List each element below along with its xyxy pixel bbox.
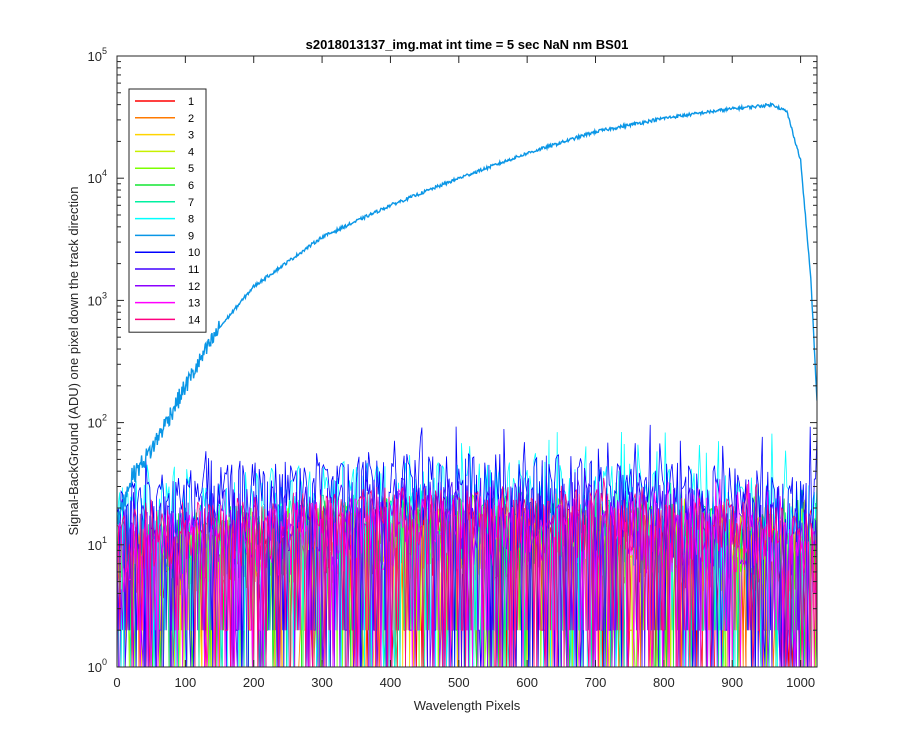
x-tick-label: 600	[516, 675, 538, 690]
legend-label-4: 4	[188, 146, 194, 158]
y-tick-exponent: 0	[102, 657, 107, 667]
series-line-9	[117, 101, 817, 525]
legend-label-7: 7	[188, 197, 194, 209]
y-tick-base: 10	[88, 49, 102, 64]
x-tick-label: 0	[113, 675, 120, 690]
legend-label-10: 10	[188, 247, 200, 259]
legend-label-13: 13	[188, 298, 200, 310]
y-tick-label: 103	[88, 290, 107, 308]
y-tick-base: 10	[88, 171, 102, 186]
series-line-13	[117, 479, 817, 667]
y-tick-base: 10	[88, 538, 102, 553]
legend-label-2: 2	[188, 113, 194, 125]
plot-area-frame	[116, 55, 818, 668]
y-tick-label: 100	[88, 657, 107, 675]
legend-label-3: 3	[188, 130, 194, 142]
x-tick-label: 300	[311, 675, 333, 690]
legend-label-11: 11	[188, 264, 199, 276]
y-tick-exponent: 4	[102, 168, 107, 178]
x-tick-label: 900	[721, 675, 743, 690]
legend-box	[128, 88, 207, 333]
x-tick-label: 200	[243, 675, 265, 690]
x-tick-label: 400	[380, 675, 402, 690]
y-axis-label: Signal-BackGround (ADU) one pixel down t…	[66, 186, 81, 535]
x-axis: 0 100 200 300 400 500 600 700 800 900 1000	[113, 56, 815, 690]
y-tick-exponent: 3	[102, 290, 107, 300]
y-tick-label: 102	[88, 413, 107, 431]
legend-label-12: 12	[188, 281, 200, 293]
chart-title: s2018013137_img.mat int time = 5 sec NaN…	[306, 37, 629, 52]
y-tick-label: 104	[88, 168, 107, 186]
series-line-14	[117, 477, 817, 667]
y-tick-base: 10	[88, 293, 102, 308]
legend-label-8: 8	[188, 214, 194, 226]
legend-label-1: 1	[188, 96, 194, 108]
x-axis-label: Wavelength Pixels	[414, 698, 521, 713]
series-layer	[117, 101, 817, 667]
y-tick-exponent: 2	[102, 413, 107, 423]
x-tick-label: 100	[175, 675, 197, 690]
x-tick-label: 500	[448, 675, 470, 690]
legend-label-5: 5	[188, 163, 194, 175]
y-tick-base: 10	[88, 660, 102, 675]
legend-label-6: 6	[188, 180, 194, 192]
y-tick-label: 101	[88, 535, 107, 553]
x-tick-label: 800	[653, 675, 675, 690]
legend-label-9: 9	[188, 230, 194, 242]
x-tick-label: 1000	[786, 675, 815, 690]
legend-label-14: 14	[188, 314, 200, 326]
y-tick-base: 10	[88, 416, 102, 431]
series-line-8	[117, 431, 817, 667]
y-tick-label: 105	[88, 46, 107, 64]
y-tick-exponent: 1	[102, 535, 107, 545]
x-tick-label: 700	[585, 675, 607, 690]
y-tick-exponent: 5	[102, 46, 107, 56]
